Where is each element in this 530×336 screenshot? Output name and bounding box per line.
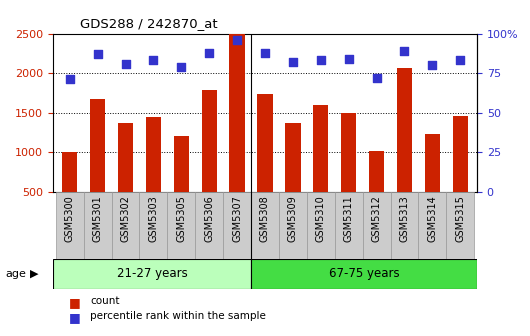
Point — [261, 50, 269, 55]
Text: GSM5312: GSM5312 — [372, 195, 382, 242]
Bar — [391, 192, 418, 259]
Point — [316, 58, 325, 63]
Text: GSM5315: GSM5315 — [455, 195, 465, 242]
Text: GSM5303: GSM5303 — [148, 195, 158, 242]
Text: GSM5300: GSM5300 — [65, 195, 75, 242]
Bar — [446, 192, 474, 259]
Point — [456, 58, 464, 63]
Bar — [229, 9, 245, 192]
Text: GSM5306: GSM5306 — [204, 195, 214, 242]
Text: percentile rank within the sample: percentile rank within the sample — [90, 311, 266, 321]
Text: GDS288 / 242870_at: GDS288 / 242870_at — [80, 17, 217, 30]
Point — [400, 48, 409, 54]
Point — [121, 61, 130, 66]
Text: GSM5314: GSM5314 — [427, 195, 437, 242]
Bar — [62, 152, 77, 192]
Text: GSM5308: GSM5308 — [260, 195, 270, 242]
Bar — [53, 259, 251, 289]
Bar — [56, 192, 84, 259]
Point — [289, 59, 297, 65]
Text: GSM5313: GSM5313 — [400, 195, 410, 242]
Text: count: count — [90, 296, 120, 306]
Bar — [363, 192, 391, 259]
Bar — [307, 192, 335, 259]
Bar — [285, 123, 301, 192]
Bar — [251, 192, 279, 259]
Point — [205, 50, 214, 55]
Point — [93, 51, 102, 57]
Text: GSM5302: GSM5302 — [120, 195, 130, 242]
Point — [149, 58, 157, 63]
Bar — [146, 117, 161, 192]
Bar — [112, 192, 139, 259]
Bar — [174, 136, 189, 192]
Bar — [251, 259, 477, 289]
Bar — [258, 94, 272, 192]
Bar — [313, 106, 329, 192]
Bar — [425, 134, 440, 192]
Bar — [418, 192, 446, 259]
Bar — [223, 192, 251, 259]
Text: GSM5310: GSM5310 — [316, 195, 326, 242]
Bar — [118, 123, 133, 192]
Bar — [139, 192, 167, 259]
Bar — [84, 192, 112, 259]
Text: 67-75 years: 67-75 years — [329, 267, 399, 280]
Point — [233, 37, 241, 43]
Text: GSM5305: GSM5305 — [176, 195, 187, 242]
Bar — [397, 68, 412, 192]
Point — [66, 77, 74, 82]
Text: age: age — [5, 269, 26, 279]
Bar — [167, 192, 195, 259]
Bar — [90, 99, 105, 192]
Text: GSM5301: GSM5301 — [93, 195, 103, 242]
Text: ■: ■ — [69, 311, 81, 324]
Bar — [341, 113, 356, 192]
Bar — [201, 90, 217, 192]
Text: ▶: ▶ — [30, 269, 39, 279]
Text: GSM5311: GSM5311 — [343, 195, 354, 242]
Point — [428, 62, 437, 68]
Point — [373, 75, 381, 81]
Bar — [369, 151, 384, 192]
Bar — [335, 192, 363, 259]
Point — [344, 56, 353, 61]
Text: ■: ■ — [69, 296, 81, 309]
Text: GSM5309: GSM5309 — [288, 195, 298, 242]
Text: 21-27 years: 21-27 years — [117, 267, 188, 280]
Bar — [453, 116, 468, 192]
Bar — [279, 192, 307, 259]
Bar — [195, 192, 223, 259]
Text: GSM5307: GSM5307 — [232, 195, 242, 242]
Point — [177, 64, 186, 70]
